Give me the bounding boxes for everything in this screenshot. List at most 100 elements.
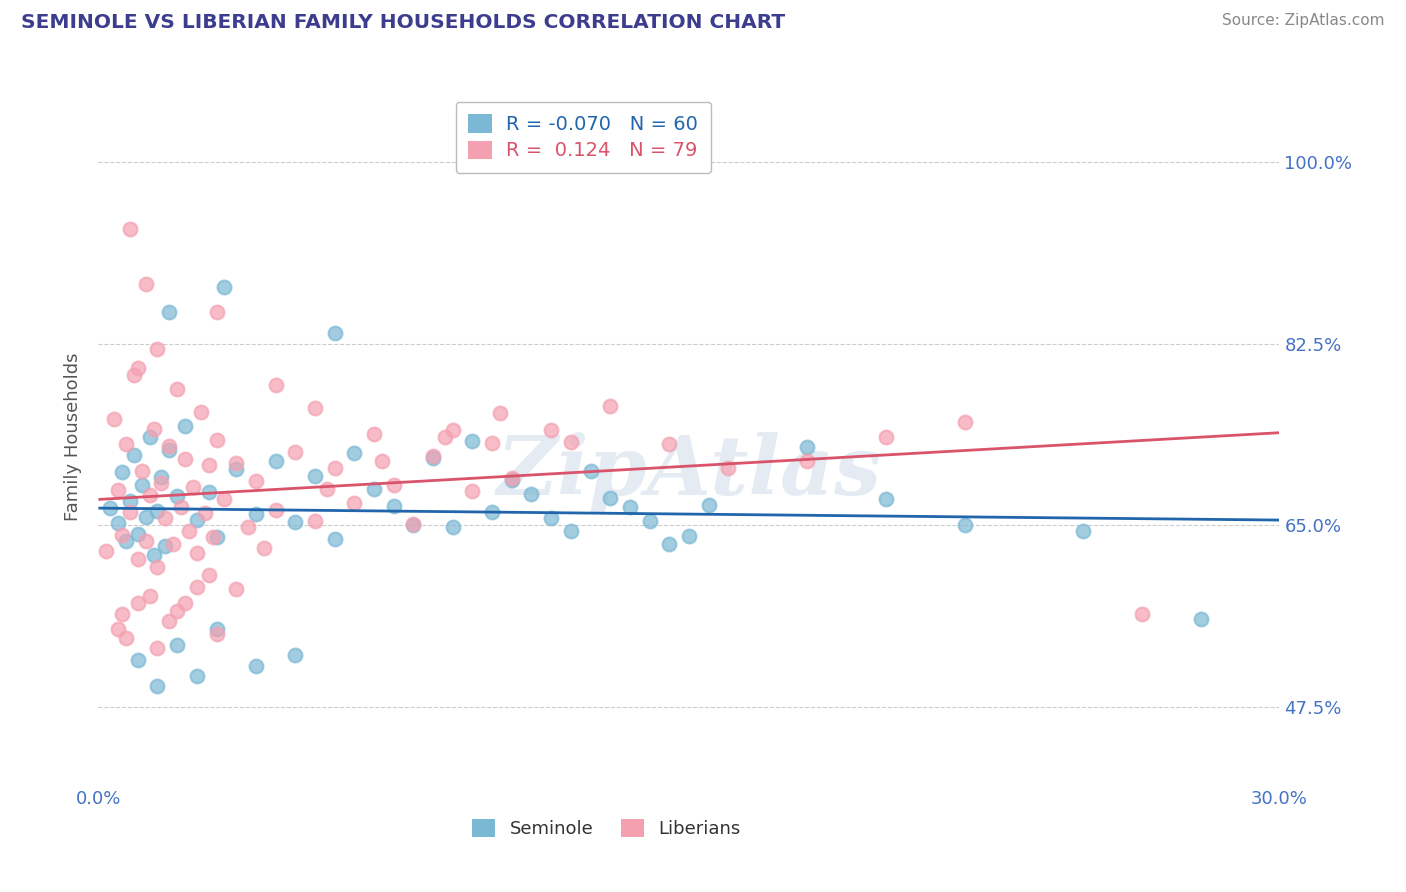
Point — [190, 405, 212, 419]
Point — [422, 450, 444, 465]
Point — [127, 596, 149, 610]
Point — [875, 492, 897, 507]
Point — [264, 454, 287, 468]
Point — [225, 462, 247, 476]
Point — [146, 504, 169, 518]
Point — [579, 464, 602, 478]
Point — [197, 568, 219, 582]
Point — [599, 491, 621, 506]
Point — [131, 478, 153, 492]
Point — [540, 423, 562, 437]
Point — [118, 494, 141, 508]
Point — [162, 537, 184, 551]
Point — [150, 469, 173, 483]
Point — [214, 279, 236, 293]
Point — [441, 423, 464, 437]
Point — [115, 437, 138, 451]
Point — [284, 444, 307, 458]
Point — [382, 478, 405, 492]
Point — [323, 532, 346, 546]
Text: ZipAtlas: ZipAtlas — [496, 432, 882, 512]
Point — [186, 669, 208, 683]
Point — [875, 430, 897, 444]
Point — [155, 539, 177, 553]
Point — [953, 415, 976, 429]
Point — [111, 607, 134, 621]
Point — [678, 529, 700, 543]
Point — [127, 551, 149, 566]
Point — [481, 436, 503, 450]
Point — [142, 422, 165, 436]
Point — [146, 342, 169, 356]
Point — [197, 485, 219, 500]
Point — [638, 514, 661, 528]
Point — [520, 487, 543, 501]
Point — [323, 461, 346, 475]
Point — [115, 533, 138, 548]
Point — [599, 399, 621, 413]
Point — [205, 627, 228, 641]
Point — [363, 482, 385, 496]
Point — [103, 412, 125, 426]
Point — [501, 470, 523, 484]
Point — [131, 464, 153, 478]
Point — [115, 631, 138, 645]
Point — [166, 638, 188, 652]
Point — [107, 516, 129, 531]
Point — [433, 430, 456, 444]
Point — [697, 498, 720, 512]
Point — [157, 439, 180, 453]
Point — [194, 506, 217, 520]
Point — [501, 473, 523, 487]
Point — [135, 510, 157, 524]
Point — [135, 533, 157, 548]
Point — [146, 640, 169, 655]
Point — [382, 499, 405, 513]
Point — [717, 461, 740, 475]
Y-axis label: Family Households: Family Households — [65, 353, 83, 521]
Point — [205, 622, 228, 636]
Point — [363, 427, 385, 442]
Point — [402, 518, 425, 533]
Point — [461, 434, 484, 449]
Point — [127, 526, 149, 541]
Point — [264, 502, 287, 516]
Point — [157, 442, 180, 457]
Point — [225, 582, 247, 596]
Point — [264, 378, 287, 392]
Point — [135, 277, 157, 292]
Point — [107, 622, 129, 636]
Point — [304, 401, 326, 415]
Point — [245, 474, 267, 488]
Point — [304, 514, 326, 528]
Point — [166, 489, 188, 503]
Point — [186, 546, 208, 560]
Point — [174, 596, 197, 610]
Point — [150, 475, 173, 490]
Point — [122, 368, 145, 382]
Point — [953, 518, 976, 533]
Point — [146, 679, 169, 693]
Point — [142, 549, 165, 563]
Point — [284, 648, 307, 662]
Point — [225, 456, 247, 470]
Point — [98, 500, 121, 515]
Point — [96, 544, 118, 558]
Point — [177, 524, 200, 538]
Point — [619, 500, 641, 514]
Point — [481, 505, 503, 519]
Point — [441, 520, 464, 534]
Point — [245, 507, 267, 521]
Point — [461, 484, 484, 499]
Point — [560, 524, 582, 538]
Point — [111, 527, 134, 541]
Point — [127, 360, 149, 375]
Point — [201, 530, 224, 544]
Point — [315, 482, 337, 496]
Point — [422, 449, 444, 463]
Point — [197, 458, 219, 472]
Point — [174, 418, 197, 433]
Point — [236, 520, 259, 534]
Point — [174, 451, 197, 466]
Point — [402, 517, 425, 532]
